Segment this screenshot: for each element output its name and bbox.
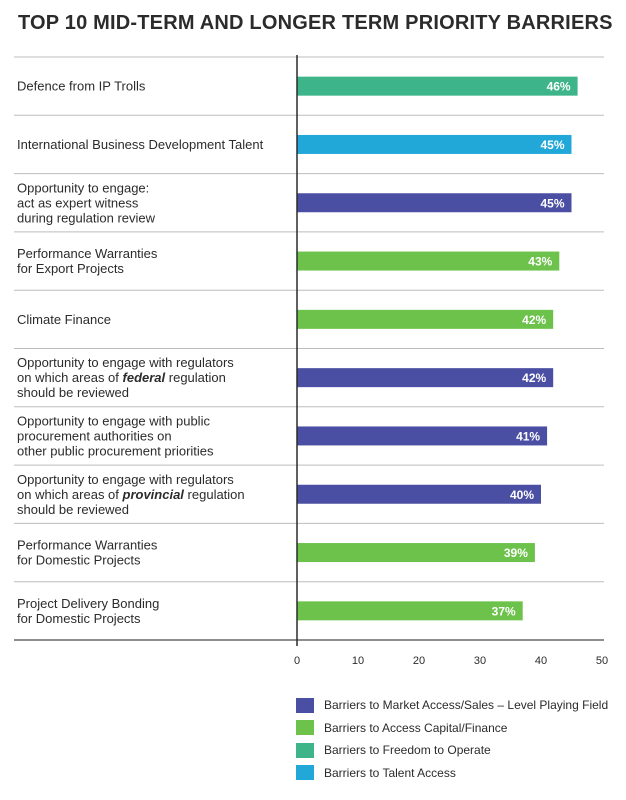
chart-legend: Barriers to Market Access/Sales – Level … [296,694,608,784]
bar [297,484,541,504]
category-label: Defence from IP Trolls [17,79,146,94]
category-label: Opportunity to engage with regulators on … [17,355,234,400]
legend-item: Barriers to Freedom to Operate [296,739,608,762]
category-label: Climate Finance [17,312,111,327]
category-label: Project Delivery Bonding for Domestic Pro… [17,596,159,626]
category-label: Opportunity to engage with regulators on … [17,472,245,517]
category-label: Opportunity to engage with public procure… [17,413,214,458]
bar [297,426,548,446]
bar [297,251,560,271]
bar [297,309,554,329]
category-label: Performance Warranties for Domestic Proje… [17,538,158,568]
category-label: International Business Development Talen… [17,137,264,152]
category-label: Performance Warranties for Export Project… [17,246,158,276]
bar-value-label: 42% [522,313,546,327]
legend-item: Barriers to Talent Access [296,762,608,785]
bar-chart: 46% Defence from IP Trolls 45% Internationa… [14,55,608,667]
category-label: Opportunity to engage: act as expert witn… [17,180,156,225]
bar-value-label: 40% [510,488,534,502]
legend-swatch [296,742,314,758]
bar [297,134,572,154]
bar [297,368,554,388]
x-tick-label: 50 [596,655,608,667]
bar-value-label: 42% [522,371,546,385]
legend-item: Barriers to Market Access/Sales – Level … [296,694,608,717]
legend-label: Barriers to Freedom to Operate [324,743,491,758]
bar-value-label: 46% [547,80,571,94]
bar [297,76,578,96]
bar-value-label: 45% [540,196,564,210]
legend-item: Barriers to Access Capital/Finance [296,717,608,740]
legend-label: Barriers to Talent Access [324,765,456,780]
x-tick-label: 30 [474,655,486,667]
legend-swatch [296,697,314,713]
legend-label: Barriers to Market Access/Sales – Level … [324,698,609,713]
bar [297,601,523,621]
legend-swatch [296,720,314,736]
x-tick-label: 10 [352,655,364,667]
x-tick-label: 40 [535,655,547,667]
bar [297,543,535,563]
x-tick-label: 0 [294,655,300,667]
chart-title: TOP 10 MID-TERM AND LONGER TERM PRIORITY… [18,12,613,34]
legend-label: Barriers to Access Capital/Finance [324,720,508,735]
bar-value-label: 45% [540,138,564,152]
x-tick-label: 20 [413,655,425,667]
legend-swatch [296,765,314,781]
bar [297,193,572,213]
bar-value-label: 39% [504,546,528,560]
bar-value-label: 43% [528,255,552,269]
bar-value-label: 41% [516,429,540,443]
bar-value-label: 37% [492,604,516,618]
